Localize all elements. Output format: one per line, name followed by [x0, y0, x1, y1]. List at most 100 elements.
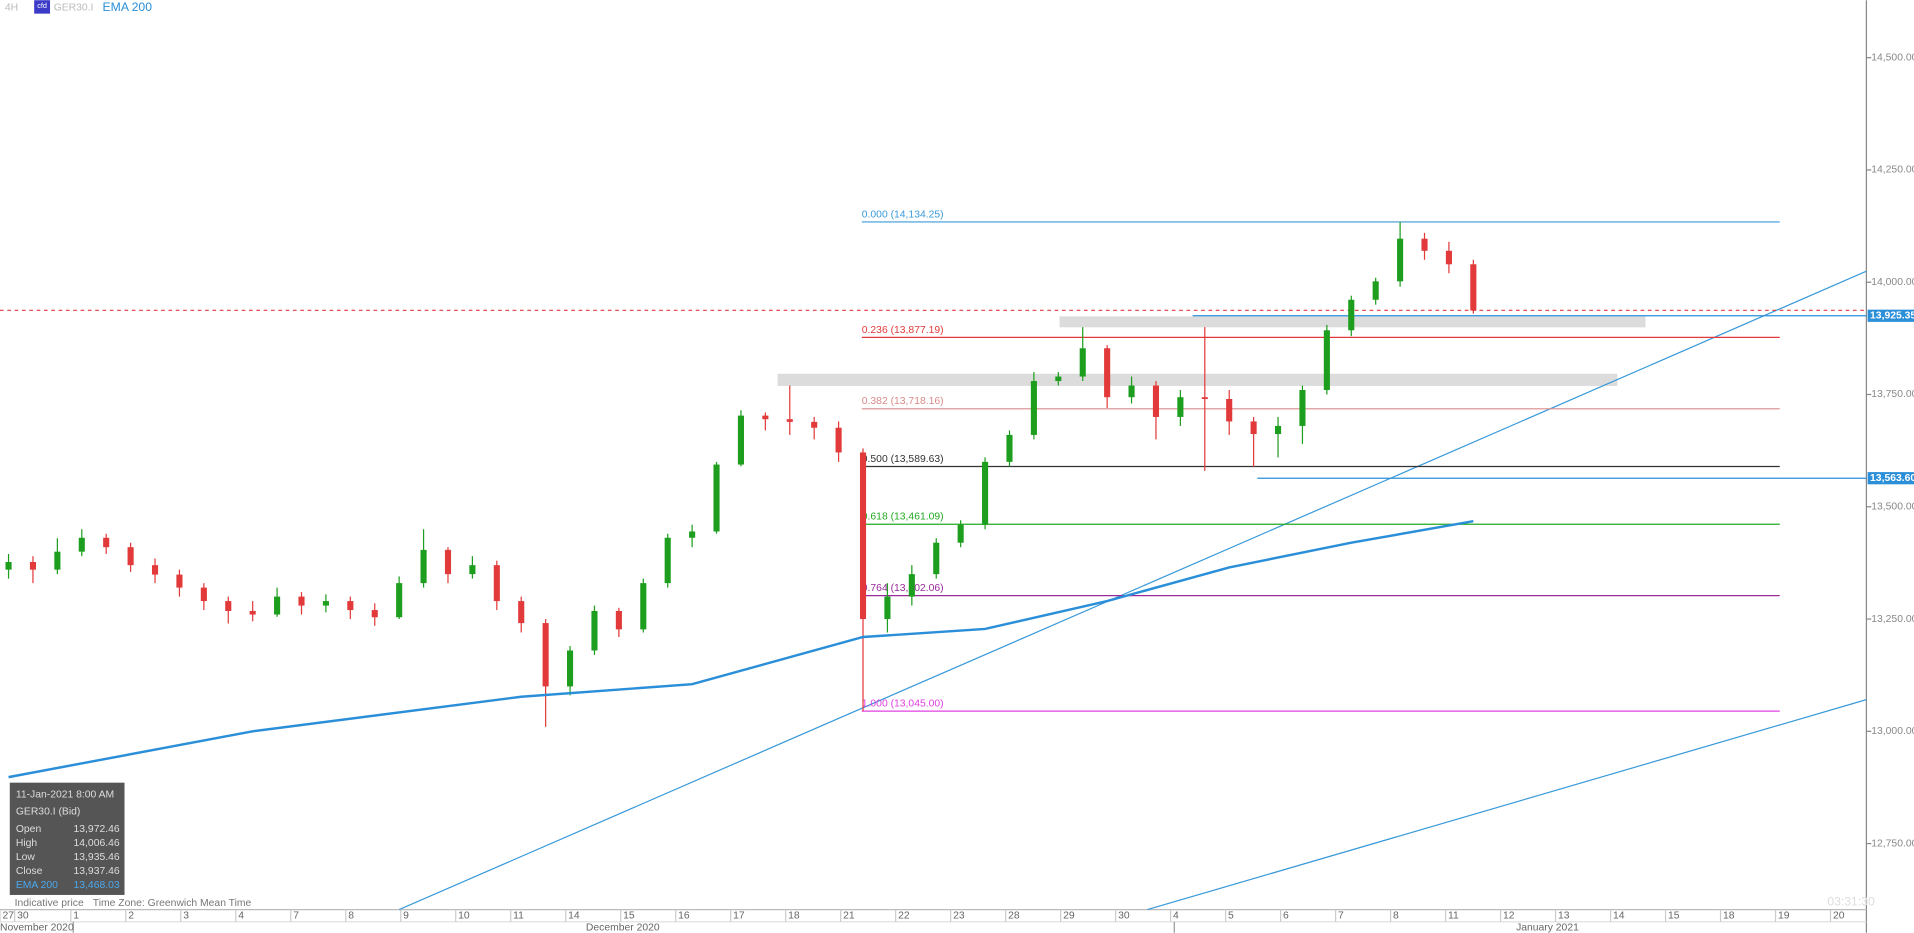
symbol: GER30.I: [54, 2, 94, 13]
zone: [777, 373, 1618, 386]
x-tick-label: 9: [403, 910, 409, 921]
candle-body: [225, 601, 232, 611]
candle-body: [615, 610, 622, 630]
candle-body: [1177, 397, 1184, 417]
candle-body: [493, 565, 500, 602]
candle-body: [5, 562, 12, 570]
candle-body: [1299, 390, 1306, 426]
x-tick-label: 28: [1008, 910, 1020, 921]
x-tick-label: 18: [1723, 910, 1735, 921]
x-tick-label: 14: [1613, 910, 1625, 921]
candle-body: [664, 537, 671, 584]
x-tick-label: 20: [1833, 910, 1845, 921]
candle-body: [908, 574, 915, 597]
x-tick-label: 13: [1558, 910, 1570, 921]
candle-body: [1445, 250, 1452, 265]
x-tick-label: 14: [568, 910, 580, 921]
fib-label: 0.236 (13,877.19): [862, 325, 944, 336]
x-tick-label: 2: [128, 910, 134, 921]
footer-note: Indicative price: [15, 898, 84, 909]
candle-body: [1079, 348, 1086, 377]
x-tick-label: 30: [1118, 910, 1130, 921]
indicator: EMA 200: [103, 0, 153, 14]
x-tick-label: 30: [17, 910, 29, 921]
candle-body: [176, 574, 183, 588]
x-tick-label: 3: [183, 910, 189, 921]
candle-body: [1006, 434, 1013, 462]
y-tick-label: 13,750.00: [1871, 389, 1914, 400]
candle-body: [1397, 238, 1404, 282]
candle-body: [322, 601, 329, 606]
y-tick-label: 13,000.00: [1871, 726, 1914, 737]
fib-label: 1.000 (13,045.00): [862, 699, 944, 710]
x-tick-label: 12: [1503, 910, 1515, 921]
y-tick-label: 14,500.00: [1871, 52, 1914, 63]
trend-line: [398, 270, 1867, 911]
candle-body: [54, 551, 61, 570]
x-month-label: January 2021: [1516, 923, 1579, 933]
x-tick-label: 19: [1778, 910, 1790, 921]
candle-body: [274, 596, 281, 615]
candle-body: [103, 537, 110, 548]
candle-body: [542, 623, 549, 687]
candle-body: [1421, 238, 1428, 251]
candle-body: [200, 587, 207, 602]
x-tick-label: 4: [1173, 910, 1179, 921]
candle-body: [249, 610, 256, 615]
x-tick-label: 8: [1393, 910, 1399, 921]
candle-body: [835, 427, 842, 453]
x-month-label: November 2020: [0, 923, 74, 933]
candle-body: [1323, 330, 1330, 391]
candle-body: [982, 461, 989, 525]
x-tick-label: 4: [238, 910, 244, 921]
candle-body: [640, 583, 647, 630]
y-tick-label: 14,250.00: [1871, 165, 1914, 176]
info-label: Low: [16, 852, 36, 863]
clock: 03:31:30: [1827, 894, 1875, 908]
icon: [34, 0, 51, 14]
price-tag-label: 13,563.60: [1870, 473, 1914, 484]
info-label: Close: [16, 866, 43, 877]
price-tag: [1867, 472, 1914, 485]
candle-body: [689, 531, 696, 538]
candle-body: [786, 419, 793, 422]
candle-body: [762, 415, 769, 420]
y-tick-label: 14,000.00: [1871, 277, 1914, 288]
timeframe: 4H: [5, 2, 18, 13]
x-tick-label: 7: [1338, 910, 1344, 921]
candle-body: [420, 549, 427, 584]
candle-body: [151, 565, 159, 575]
x-tick-label: 15: [623, 910, 635, 921]
candle-body: [1470, 264, 1477, 311]
info-value: 13,972.46: [74, 824, 120, 835]
candle-body: [444, 549, 452, 575]
candle-body: [1372, 281, 1379, 300]
x-tick-label: 6: [1283, 910, 1289, 921]
candle-body: [811, 421, 818, 428]
x-tick-label: 18: [788, 910, 800, 921]
x-tick-label: 10: [458, 910, 470, 921]
fib-label: 0.764 (13,302.06): [862, 583, 944, 594]
candle-body: [1201, 397, 1208, 399]
info-value: 13,935.46: [74, 852, 120, 863]
y-tick-label: 13,250.00: [1871, 614, 1914, 625]
candle-body: [1348, 299, 1355, 331]
candle-body: [713, 464, 720, 532]
info-label: EMA 200: [16, 880, 58, 891]
candle-body: [396, 583, 403, 618]
y-tick-label: 12,750.00: [1871, 838, 1914, 849]
info-value: 13,937.46: [74, 866, 120, 877]
y-tick-label: 13,500.00: [1871, 502, 1914, 513]
candle-body: [1055, 376, 1062, 382]
candle-body: [1274, 425, 1282, 435]
x-tick-label: 27: [2, 910, 14, 921]
plot: 14,500.00 14,250.00 14,000.00 13,750.00 13,5…: [0, 52, 1914, 933]
candle-body: [1250, 421, 1257, 435]
x-tick-label: 16: [678, 910, 690, 921]
candle-body: [859, 452, 867, 620]
x-tick-label: 15: [1668, 910, 1680, 921]
price-tag: [1867, 309, 1914, 322]
fib-label: 0.382 (13,718.16): [862, 396, 944, 407]
x-month-label: December 2020: [586, 923, 660, 933]
